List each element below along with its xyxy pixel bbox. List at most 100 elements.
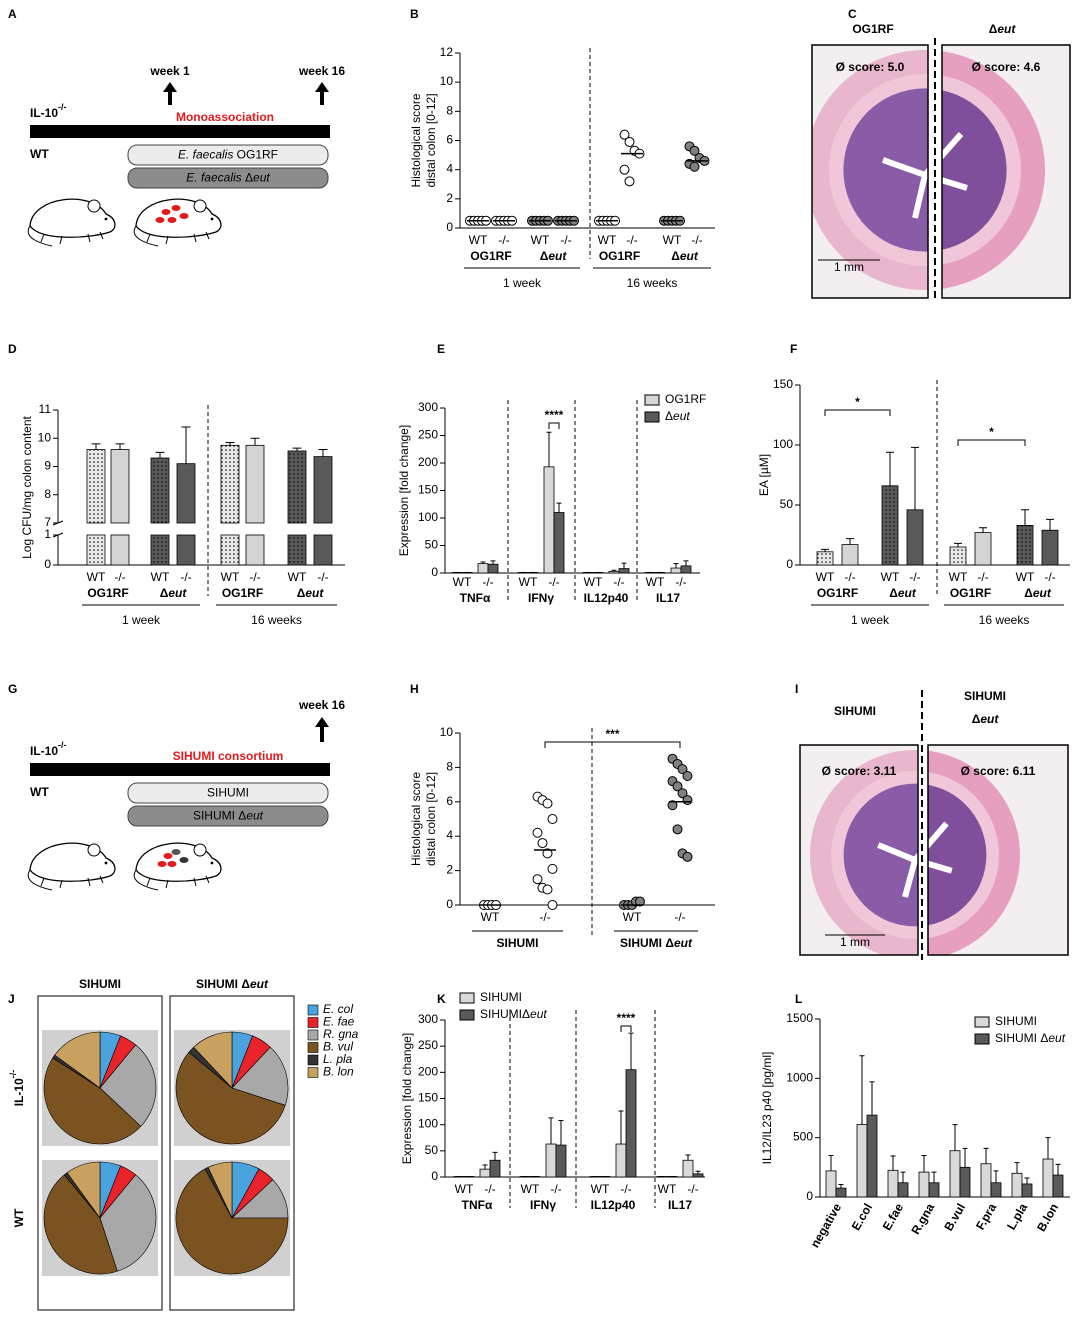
- error-bar: [695, 1170, 701, 1174]
- error-bar: [983, 1147, 989, 1164]
- text-run: 250: [418, 428, 438, 442]
- text-run: 1500: [786, 1011, 813, 1025]
- legend-label: L. pla: [323, 1052, 353, 1066]
- dot: [542, 884, 553, 895]
- mouse-body: [29, 842, 116, 882]
- text-run: -/-: [482, 575, 493, 589]
- x-tick-label: -/-: [626, 233, 637, 247]
- y-axis-label: Expression [fold change]: [397, 425, 411, 556]
- text-run: -/-: [58, 102, 67, 112]
- text-run: Δ: [297, 586, 306, 600]
- mouse-legs: [40, 231, 104, 245]
- error-bar: [1024, 1177, 1030, 1184]
- text-run: WT: [481, 910, 500, 924]
- bar: [835, 1187, 847, 1198]
- x-tick-label: E.col: [849, 1201, 875, 1233]
- bar: [1042, 1158, 1054, 1198]
- y-tick-label: 8: [446, 760, 453, 774]
- y-tick-label: 50: [780, 497, 794, 511]
- bar: [545, 1143, 557, 1178]
- bar-hatch: [87, 535, 105, 565]
- x-tick-label: WT: [519, 575, 538, 589]
- bacteria-spot: [167, 861, 177, 867]
- timeline-bar: [30, 125, 330, 138]
- label-text: IL-10: [12, 1078, 26, 1106]
- text-run: WT: [881, 570, 900, 584]
- text-run: week 16: [298, 698, 345, 712]
- text-run: OG1RF: [665, 392, 706, 406]
- x-tick-label: WT: [646, 575, 665, 589]
- bar-segment: [618, 568, 630, 574]
- control-label: WT: [30, 785, 49, 799]
- text-run: Ø score: 3.11: [822, 764, 897, 778]
- text-run: 250: [418, 1038, 438, 1052]
- y-axis-label: Histological score: [409, 93, 423, 187]
- text-run: WT: [1016, 570, 1035, 584]
- pie-slice: [193, 1031, 233, 1089]
- y-axis-label: distal colon [0-12]: [424, 93, 438, 187]
- mouse-ear: [87, 843, 101, 857]
- strain-label: IL-10-/-: [30, 102, 67, 120]
- period-label: 1 week: [503, 276, 542, 290]
- text-run: 1000: [786, 1071, 813, 1085]
- error-bar: [556, 502, 562, 513]
- legend-label: E. fae: [323, 1015, 355, 1029]
- label-superscript: -/-: [58, 102, 67, 112]
- bar: [918, 1171, 930, 1198]
- y-tick-label: 8: [44, 487, 51, 501]
- bar: [287, 450, 307, 566]
- group-label: SIHUMI Δeut: [620, 936, 693, 950]
- text-run: WT: [949, 570, 968, 584]
- pie-slice: [54, 1031, 101, 1089]
- significance-bracket: [544, 741, 681, 748]
- text-run: OG1RF: [950, 586, 991, 600]
- text-run: -/-: [180, 570, 191, 584]
- legend-label: B. lon: [323, 1065, 354, 1079]
- text-run: 7: [44, 515, 51, 529]
- text-run: B: [410, 7, 419, 21]
- x-tick-label: -/-: [675, 575, 686, 589]
- text-run: B. lon: [323, 1065, 354, 1079]
- text-run: eut: [305, 586, 324, 600]
- x-tick-label: -/-: [977, 570, 988, 584]
- error-bar: [225, 441, 235, 446]
- mouse-ear: [193, 843, 207, 857]
- dot: [682, 771, 693, 781]
- significance-bracket: [957, 439, 1026, 446]
- text-run: eut: [246, 809, 263, 823]
- dot: [532, 827, 543, 838]
- text-run: IFNγ: [528, 591, 554, 605]
- significance-bracket: [620, 1025, 632, 1032]
- bar-hatch: [288, 535, 306, 565]
- y-axis-label: Expression [fold change]: [400, 1033, 414, 1164]
- y-axis-label: IL12/IL23 p40 [pg/ml]: [760, 1052, 774, 1165]
- micrograph-title: OG1RF: [852, 22, 893, 36]
- bar: [618, 568, 630, 574]
- text-run: 16 weeks: [251, 613, 302, 627]
- y-tick-label: 150: [418, 1091, 438, 1105]
- text-run: B.lon: [1034, 1201, 1061, 1234]
- text-run: SIHUMI: [497, 936, 539, 950]
- dot: [542, 848, 553, 859]
- period-label: 1 week: [851, 613, 890, 627]
- text-run: IL17: [656, 591, 680, 605]
- x-tick-label: WT: [663, 233, 682, 247]
- text-run: Histological score: [409, 93, 423, 187]
- group-label: IFNγ: [530, 1198, 556, 1212]
- text-run: -/-: [613, 575, 624, 589]
- text-run: L. pla: [323, 1052, 353, 1066]
- x-tick-label: -/-: [844, 570, 855, 584]
- error-bar: [492, 1151, 498, 1161]
- legend-swatch: [974, 1033, 990, 1045]
- bar: [980, 1163, 992, 1198]
- text-run: E. col: [323, 1002, 353, 1016]
- y-tick-label: 10: [440, 74, 454, 88]
- bar: [825, 1170, 837, 1198]
- panel-letter: C: [848, 7, 857, 21]
- text-run: WT: [87, 570, 106, 584]
- bar-segment: [625, 1069, 637, 1178]
- bar-segment: [545, 1143, 557, 1178]
- pie-slice: [43, 1057, 142, 1145]
- y-tick-label: 2: [446, 863, 453, 877]
- text-run: IL-10: [30, 744, 58, 758]
